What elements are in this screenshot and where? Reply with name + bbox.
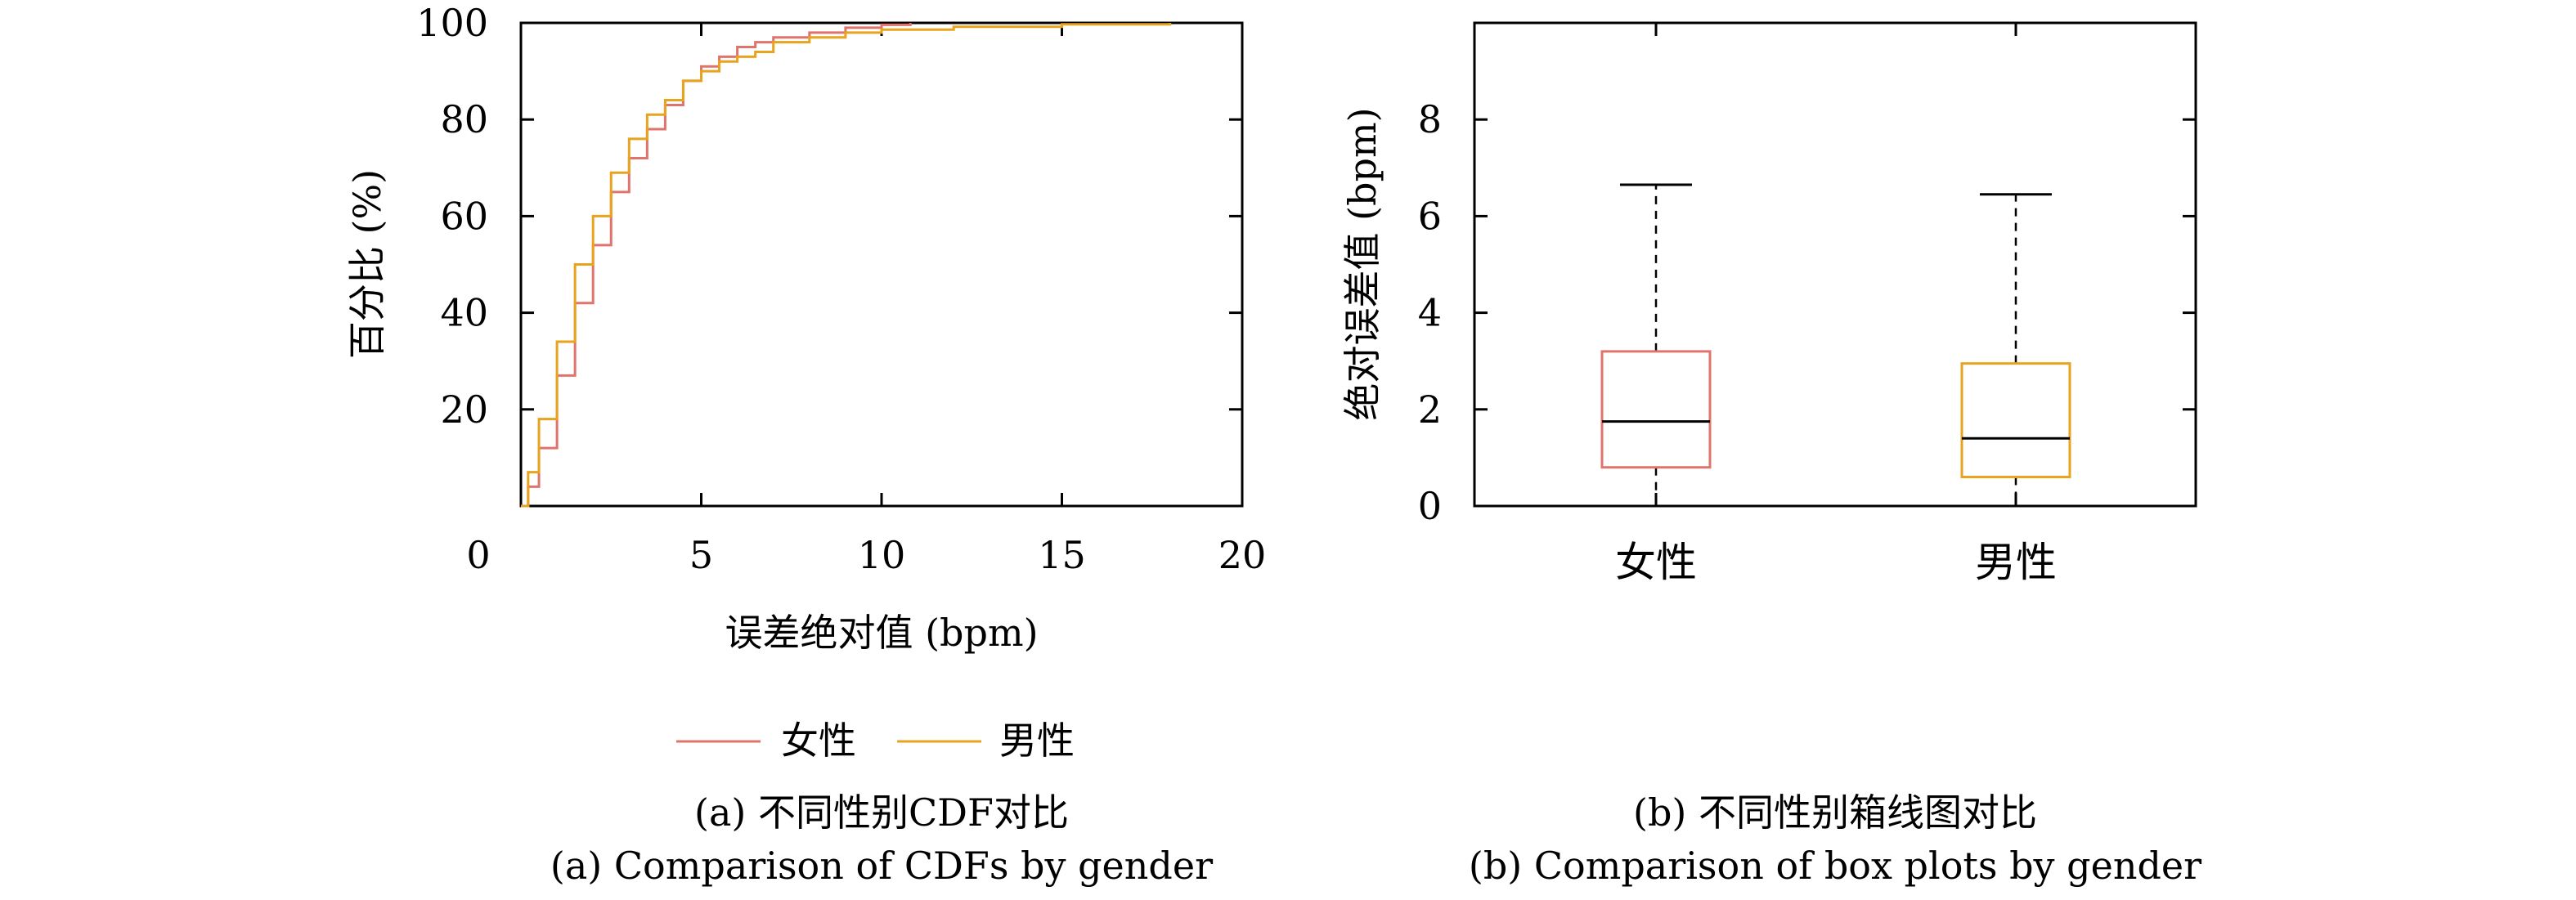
cdf-plot-frame: [519, 21, 1244, 508]
cdf-series-line-male: [521, 23, 1172, 508]
cdf-x-tick-label: 20: [1218, 533, 1267, 577]
boxplot-caption-en: (b) Comparison of box plots by gender: [1469, 844, 2201, 888]
boxplot-y-ticks: 0 2 4 6 8: [1418, 97, 2196, 528]
cdf-series-group: [521, 23, 1172, 508]
boxplot-x-tick-label-female: 女性: [1615, 539, 1697, 586]
boxplot-x-tick-label-male: 男性: [1975, 539, 2057, 586]
boxplot-box-female: [1600, 350, 1712, 469]
boxplot-panel: 0 2 4 6 8 女性 男性 绝对误差值 (bpm) (b) 不同性别箱线图对比 (b)…: [1340, 21, 2201, 888]
cdf-x-tick-label: 0: [466, 533, 490, 577]
cdf-y-tick-label: 20: [440, 387, 488, 432]
boxplot-y-tick-label: 6: [1418, 194, 1442, 238]
boxplot-y-tick-label: 2: [1418, 387, 1442, 432]
cdf-legend: 女性 男性: [676, 719, 1075, 763]
cdf-x-tick-label: 10: [858, 533, 906, 577]
boxplot-box-male: [1960, 362, 2071, 479]
boxplot-caption-cn: (b) 不同性别箱线图对比: [1633, 790, 2037, 835]
cdf-y-axis-label: 百分比 (%): [345, 169, 389, 359]
cdf-y-tick-label: 100: [416, 1, 488, 45]
boxplot-x-ticks: 女性 男性: [1615, 23, 2057, 586]
boxplot-plot-frame: [1473, 21, 2197, 508]
cdf-y-tick-label: 40: [440, 291, 488, 335]
cdf-panel: 0 5 10 15 20 20 40 60 80 100 误差绝对值 (bpm) 百分比 (%)…: [345, 1, 1266, 888]
cdf-x-tick-label: 5: [689, 533, 713, 577]
cdf-y-tick-label: 60: [440, 194, 488, 238]
cdf-x-ticks: 0 5 10 15 20: [466, 23, 1266, 577]
boxplot-y-tick-label: 4: [1418, 291, 1442, 335]
cdf-caption-cn: (a) 不同性别CDF对比: [694, 790, 1069, 835]
boxplot-y-tick-label: 8: [1418, 97, 1442, 141]
cdf-y-tick-label: 80: [440, 97, 488, 141]
cdf-caption-en: (a) Comparison of CDFs by gender: [550, 844, 1213, 888]
legend-label-male: 男性: [999, 719, 1075, 763]
legend-label-female: 女性: [781, 719, 856, 763]
boxplot-boxes-group: [1600, 183, 2071, 506]
boxplot-y-tick-label: 0: [1418, 484, 1442, 528]
cdf-x-axis-label: 误差绝对值 (bpm): [725, 611, 1038, 655]
cdf-series-line-female: [521, 23, 912, 508]
cdf-x-tick-label: 15: [1038, 533, 1086, 577]
boxplot-y-axis-label: 绝对误差值 (bpm): [1340, 107, 1384, 420]
cdf-y-ticks: 20 40 60 80 100: [416, 1, 1242, 432]
